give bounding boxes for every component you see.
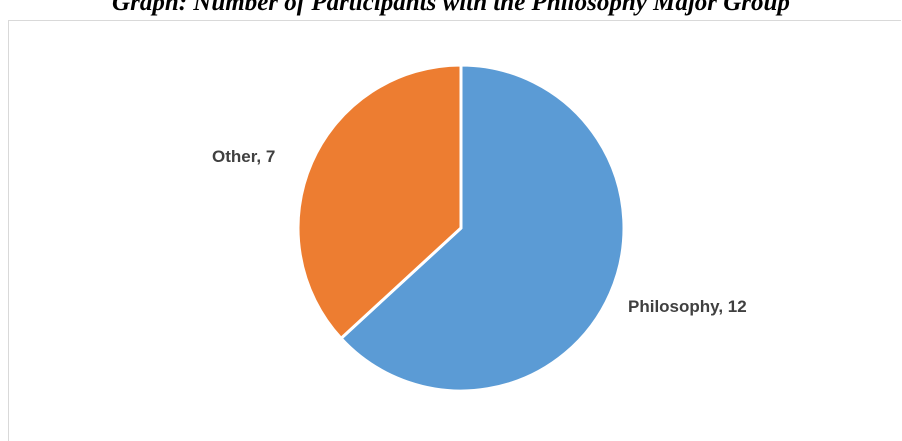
pie-slice-other [296, 63, 463, 340]
chart-caption: Graph: Number of Participants with the P… [112, 0, 790, 16]
pie-slice-philosophy [339, 63, 626, 393]
data-label-philosophy: Philosophy, 12 [628, 297, 747, 316]
data-label-other: Other, 7 [212, 147, 275, 166]
chart-area [8, 20, 901, 441]
